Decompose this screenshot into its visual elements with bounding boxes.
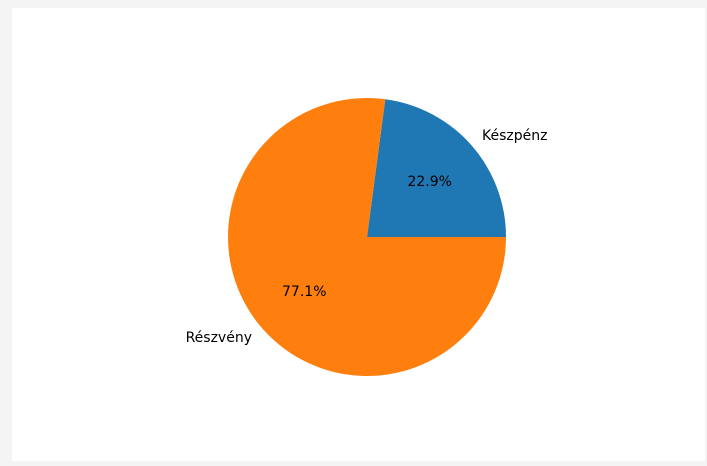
pie-slice-1 xyxy=(367,99,506,237)
chart-panel: 22.9% Készpénz 77.1% Részvény xyxy=(12,8,705,461)
pie-slice-2 xyxy=(227,97,506,376)
slice-percent-label: 77.1% xyxy=(282,284,326,300)
pie-slices xyxy=(227,97,506,376)
slice-percent-label: 22.9% xyxy=(407,174,451,190)
pie-chart: 22.9% Készpénz 77.1% Részvény xyxy=(186,97,548,376)
pie-labels: 22.9% Készpénz 77.1% Részvény xyxy=(186,128,548,346)
slice-category-label: Készpénz xyxy=(482,128,547,144)
slice-category-label: Részvény xyxy=(186,330,252,346)
